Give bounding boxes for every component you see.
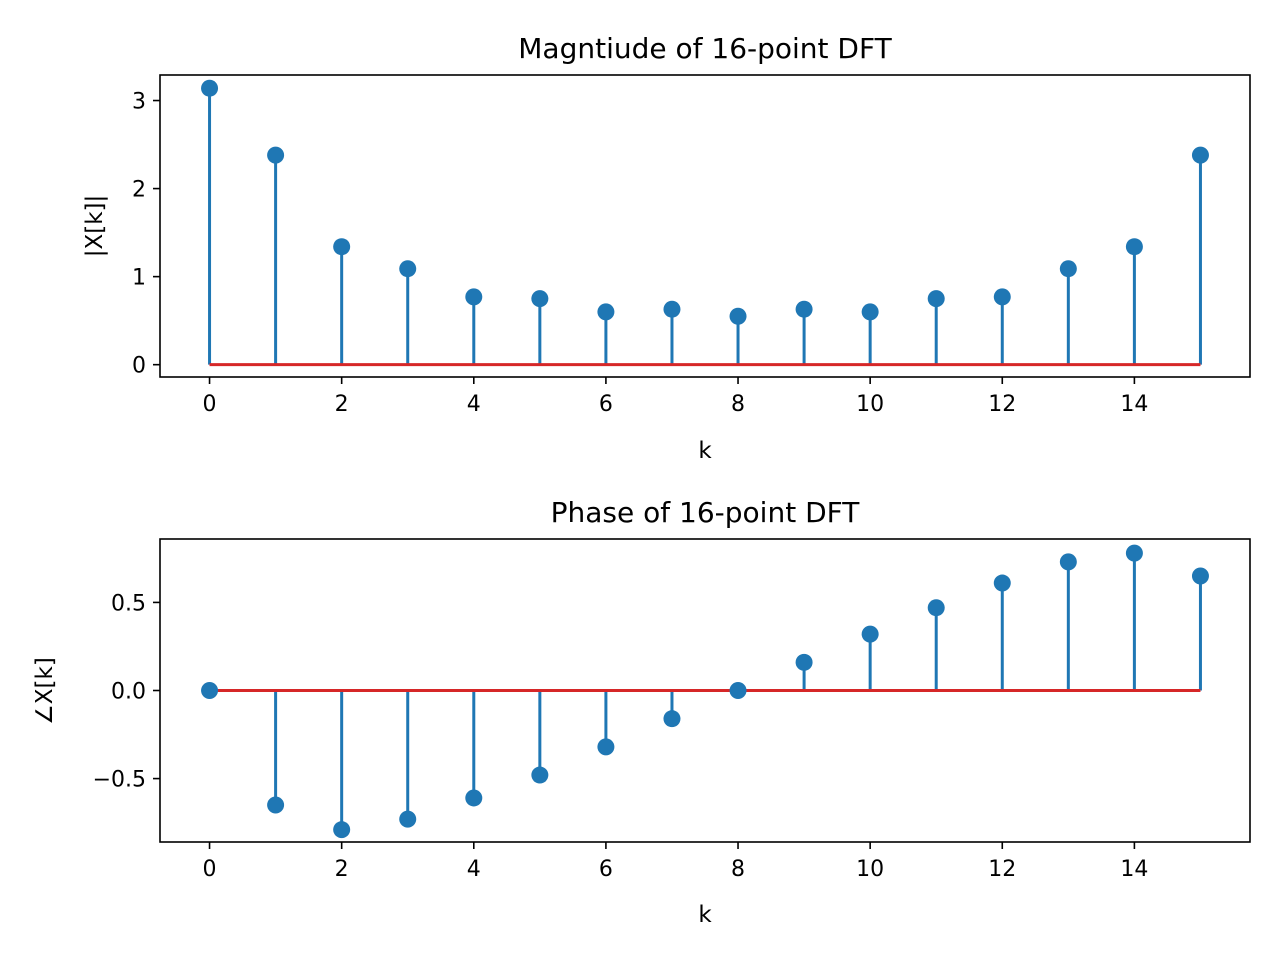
magnitude-xtick-label-3: 6 — [599, 392, 613, 417]
magnitude-point-10 — [861, 303, 879, 321]
phase-ytick-label-1: 0.0 — [111, 680, 146, 705]
magnitude-point-7 — [663, 300, 681, 318]
magnitude-xtick-label-0: 0 — [203, 392, 217, 417]
magnitude-marks — [201, 79, 1209, 367]
magnitude-xtick-label-5: 10 — [856, 392, 884, 417]
magnitude-point-11 — [927, 290, 945, 308]
phase-point-8 — [729, 682, 747, 699]
magnitude-point-12 — [993, 288, 1011, 306]
phase-point-5 — [531, 766, 549, 784]
magnitude-subplot: Magntiude of 16-point DFT |X[k]| k 0 2 4 6 8… — [82, 32, 1251, 464]
magnitude-xtick-label-4: 8 — [731, 392, 745, 417]
phase-point-2 — [333, 821, 351, 839]
magnitude-xtick-label-1: 2 — [335, 392, 349, 417]
phase-ytick-label-0: 0.5 — [111, 591, 146, 616]
magnitude-xticks: 0 2 4 6 8 10 12 14 — [203, 377, 1148, 417]
magnitude-point-0 — [201, 79, 219, 97]
magnitude-xtick-label-7: 14 — [1120, 392, 1148, 417]
phase-xtick-label-2: 4 — [467, 857, 481, 882]
phase-point-13 — [1059, 553, 1077, 571]
phase-ytick-label-2: −0.5 — [93, 768, 146, 793]
magnitude-point-15 — [1191, 146, 1209, 164]
magnitude-point-4 — [465, 288, 483, 306]
magnitude-axes-frame — [159, 74, 1251, 378]
phase-point-6 — [597, 738, 615, 756]
phase-point-9 — [795, 653, 813, 671]
phase-xtick-label-3: 6 — [599, 857, 613, 882]
phase-subplot: Phase of 16-point DFT ∠X[k] k 0 2 4 6 8 10 12 1… — [32, 496, 1251, 928]
phase-xlabel: k — [698, 902, 712, 928]
magnitude-point-1 — [267, 146, 285, 164]
phase-point-15 — [1191, 567, 1209, 585]
phase-xticks: 0 2 4 6 8 10 12 14 — [203, 842, 1148, 882]
phase-point-0 — [201, 682, 219, 699]
magnitude-ytick-label-0: 0 — [132, 354, 146, 379]
magnitude-ytick-label-3: 3 — [132, 90, 146, 115]
phase-ylabel: ∠X[k] — [32, 657, 58, 725]
magnitude-ytick-label-2: 2 — [132, 178, 146, 203]
magnitude-yticks: 0 1 2 3 — [132, 90, 160, 379]
magnitude-point-5 — [531, 290, 549, 308]
magnitude-point-8 — [729, 307, 747, 325]
phase-point-10 — [861, 625, 879, 643]
magnitude-xtick-label-6: 12 — [988, 392, 1016, 417]
magnitude-title: Magntiude of 16-point DFT — [518, 32, 892, 65]
magnitude-xlabel: k — [698, 438, 712, 464]
phase-marks — [201, 544, 1209, 839]
phase-xtick-label-1: 2 — [335, 857, 349, 882]
phase-point-1 — [267, 796, 285, 814]
magnitude-point-2 — [333, 238, 351, 256]
magnitude-point-14 — [1125, 238, 1143, 256]
magnitude-ylabel: |X[k]| — [82, 195, 108, 258]
phase-point-14 — [1125, 544, 1143, 562]
phase-xtick-label-4: 8 — [731, 857, 745, 882]
phase-point-3 — [399, 810, 417, 828]
phase-point-4 — [465, 789, 483, 807]
phase-axes-frame — [159, 538, 1251, 843]
magnitude-point-6 — [597, 303, 615, 321]
magnitude-xtick-label-2: 4 — [467, 392, 481, 417]
phase-point-11 — [927, 599, 945, 617]
phase-point-12 — [993, 574, 1011, 592]
phase-xtick-label-5: 10 — [856, 857, 884, 882]
phase-title: Phase of 16-point DFT — [551, 496, 861, 529]
phase-xtick-label-0: 0 — [203, 857, 217, 882]
magnitude-ytick-label-1: 1 — [132, 266, 146, 291]
phase-point-7 — [663, 710, 681, 728]
magnitude-point-3 — [399, 260, 417, 278]
phase-xtick-label-6: 12 — [988, 857, 1016, 882]
phase-yticks: 0.5 0.0 −0.5 — [93, 591, 160, 793]
phase-xtick-label-7: 14 — [1120, 857, 1148, 882]
magnitude-point-13 — [1059, 260, 1077, 278]
magnitude-point-9 — [795, 300, 813, 318]
